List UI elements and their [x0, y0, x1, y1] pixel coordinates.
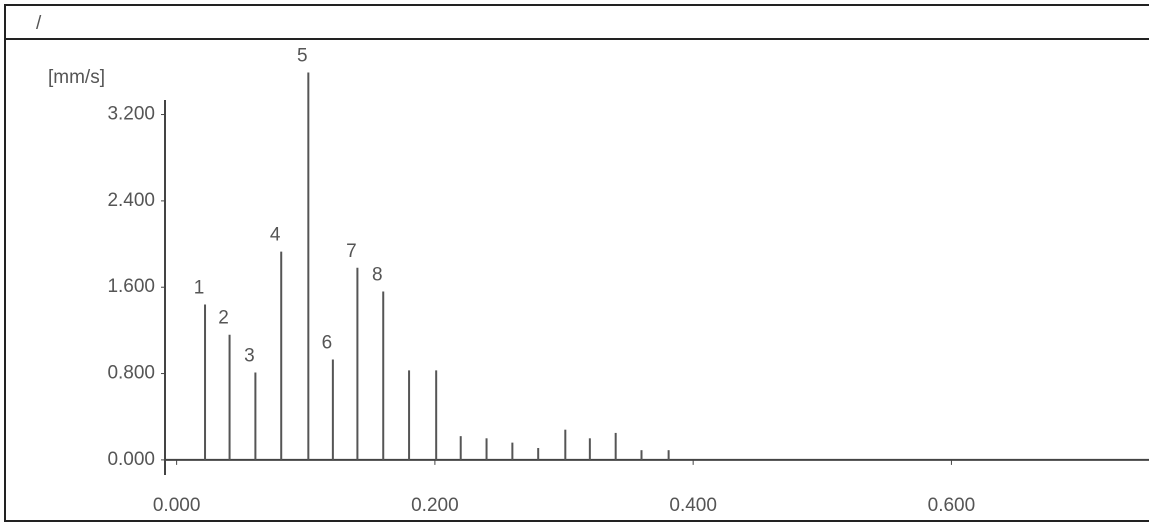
- chart: / [mm/s] 0.000 0.800 1.600 2.400 3.200 0.000 0…: [0, 0, 1149, 527]
- page: / [mm/s] 0.000 0.800 1.600 2.400 3.200 0.000 0…: [0, 0, 1149, 527]
- peak-label: 3: [244, 345, 255, 366]
- peak-label: 5: [297, 45, 308, 66]
- x-tick-label: 0.200: [411, 495, 459, 516]
- peak-label: 1: [194, 278, 205, 299]
- y-tick-label: 3.200: [107, 104, 155, 125]
- peak-label: 2: [218, 308, 229, 329]
- x-tick-label: 0.400: [669, 495, 717, 516]
- x-tick-label: 0.600: [928, 495, 976, 516]
- frame: [5, 5, 1149, 521]
- y-tick-label: 1.600: [107, 276, 155, 297]
- peak-label: 7: [346, 241, 357, 262]
- y-tick-label: 0.000: [107, 449, 155, 470]
- peak-label: 6: [322, 333, 333, 354]
- y-axis-label: [mm/s]: [48, 67, 105, 88]
- peak-label: 8: [372, 265, 383, 286]
- peak-label: 4: [270, 225, 281, 246]
- y-tick-label: 0.800: [107, 363, 155, 384]
- y-tick-label: 2.400: [107, 190, 155, 211]
- corner-text: /: [36, 13, 42, 34]
- x-tick-label: 0.000: [153, 495, 201, 516]
